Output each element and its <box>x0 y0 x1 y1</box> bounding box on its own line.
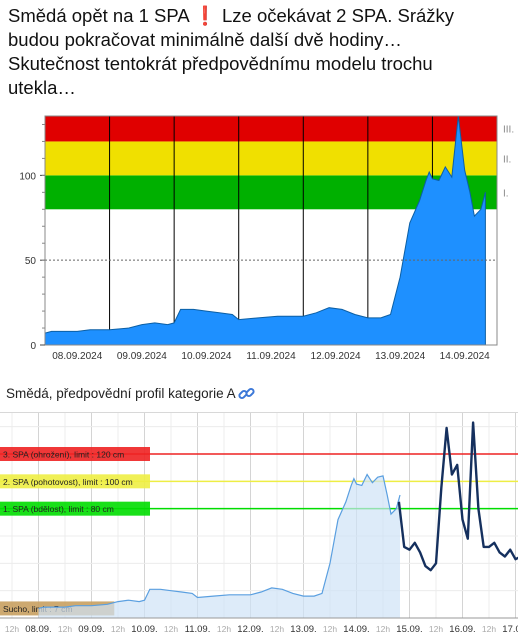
post-text: Smědá opět na 1 SPA ❗ Lze očekávat 2 SPA… <box>8 4 508 100</box>
band-label: III. <box>503 125 514 136</box>
limit-label-bg <box>0 447 150 461</box>
forecast-panel-title: Smědá, předpovědní profil kategorie A <box>6 386 236 401</box>
y-tick-label: 100 <box>19 171 36 182</box>
x-tick-label: 08.09. <box>25 624 51 635</box>
limit-label: Sucho, limit : 7 cm <box>3 604 72 614</box>
limit-label: 2. SPA (pohotovost), limit : 100 cm <box>3 477 133 487</box>
x-tick-label: 12h <box>111 624 125 634</box>
level-area <box>44 115 486 346</box>
x-tick-label: 17.09. <box>502 624 518 635</box>
link-icon[interactable] <box>237 385 257 403</box>
x-tick-label: 11.09.2024 <box>246 351 296 362</box>
x-tick-label: 09.09.2024 <box>117 351 167 362</box>
limit-label-bg <box>0 474 150 489</box>
post-line-3: Skutečnost tentokrát předpovědnímu model… <box>8 53 433 74</box>
x-tick-label: 09.09. <box>78 624 104 635</box>
limit-label: 3. SPA (ohrožení), limit : 120 cm <box>3 450 124 460</box>
x-tick-label: 10.09. <box>131 624 157 635</box>
x-tick-label: 14.09.2024 <box>440 351 490 362</box>
limit-label: 1. SPA (bdělost), limit : 80 cm <box>3 504 114 514</box>
y-tick-label: 0 <box>30 341 36 352</box>
observed-area <box>38 474 400 618</box>
x-tick-label: 12h <box>429 624 443 634</box>
forecast-panel: Smědá, předpovědní profil kategorie A 1.… <box>0 376 518 640</box>
post-line-1: Smědá opět na 1 SPA ❗ Lze očekávat 2 SPA… <box>8 5 455 26</box>
x-tick-label: 12h <box>58 624 72 634</box>
x-tick-label: 12h <box>376 624 390 634</box>
x-tick-label: 12h <box>5 624 19 634</box>
water-level-chart: I. II. III. 0 50 100 08.09.2024 09.09.2024 10.09… <box>19 115 514 362</box>
x-tick-label: 12h <box>270 624 284 634</box>
post-line-2: budou pokračovat minimálně další dvě hod… <box>8 29 402 50</box>
band-label: I. <box>503 188 509 199</box>
x-tick-label: 12h <box>482 624 496 634</box>
limit-label-bg <box>0 501 150 516</box>
x-tick-label: 15.09. <box>396 624 422 635</box>
y-tick-label: 50 <box>25 256 37 267</box>
warning-band <box>45 141 497 176</box>
forecast-chart: 1. SPA (bdělost), limit : 80 cm 2. SPA (p… <box>0 413 518 635</box>
plot-border <box>44 115 498 346</box>
x-tick-label: 12h <box>323 624 337 634</box>
x-tick-label: 13.09.2024 <box>375 351 425 362</box>
x-tick-label: 14.09. <box>343 624 369 635</box>
forecast-line <box>397 421 518 572</box>
x-tick-label: 16.09. <box>449 624 475 635</box>
post-line-4: utekla… <box>8 77 76 98</box>
x-tick-label: 12.09. <box>237 624 263 635</box>
band-label: II. <box>503 154 511 165</box>
x-tick-label: 12h <box>164 624 178 634</box>
x-tick-label: 08.09.2024 <box>52 351 102 362</box>
exclamation-icon: ❗ <box>193 5 217 26</box>
x-tick-label: 11.09. <box>185 624 211 635</box>
x-tick-label: 12.09.2024 <box>311 351 361 362</box>
observed-line <box>38 473 401 609</box>
warning-band <box>45 116 497 142</box>
forecast-panel-header: Smědá, předpovědní profil kategorie A <box>0 376 518 413</box>
x-tick-label: 10.09.2024 <box>181 351 231 362</box>
x-tick-label: 13.09. <box>290 624 316 635</box>
x-tick-label: 12h <box>217 624 231 634</box>
